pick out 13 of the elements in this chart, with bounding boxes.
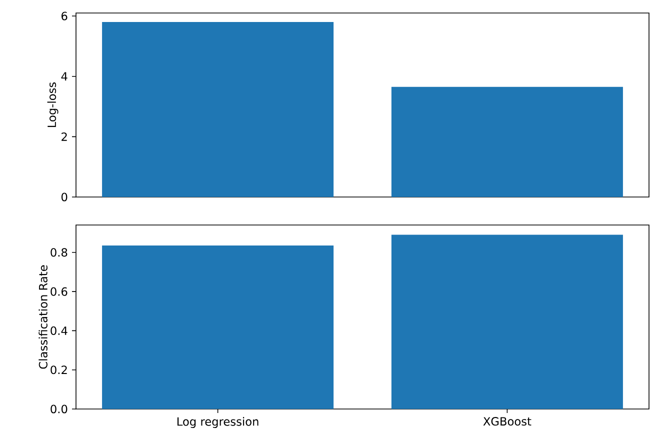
x-tick-label: Log regression bbox=[177, 417, 258, 428]
y-tick-label: 4 bbox=[61, 72, 68, 80]
y-tick-label: 0.8 bbox=[50, 248, 68, 257]
y-axis-title: Classification Rate bbox=[38, 265, 48, 369]
y-tick-label: 0.0 bbox=[50, 404, 68, 414]
y-tick-label: 2 bbox=[62, 132, 67, 141]
y-tick-label: 0.6 bbox=[50, 287, 68, 296]
y-tick-label: 0.4 bbox=[50, 326, 68, 335]
y-tick-label: 0.2 bbox=[50, 366, 67, 374]
y-tick-label: 6 bbox=[62, 12, 68, 20]
y-tick-label: 0 bbox=[62, 192, 68, 202]
y-axis-title: Log-loss bbox=[47, 82, 58, 128]
x-tick-label: XGBoost bbox=[483, 417, 532, 426]
